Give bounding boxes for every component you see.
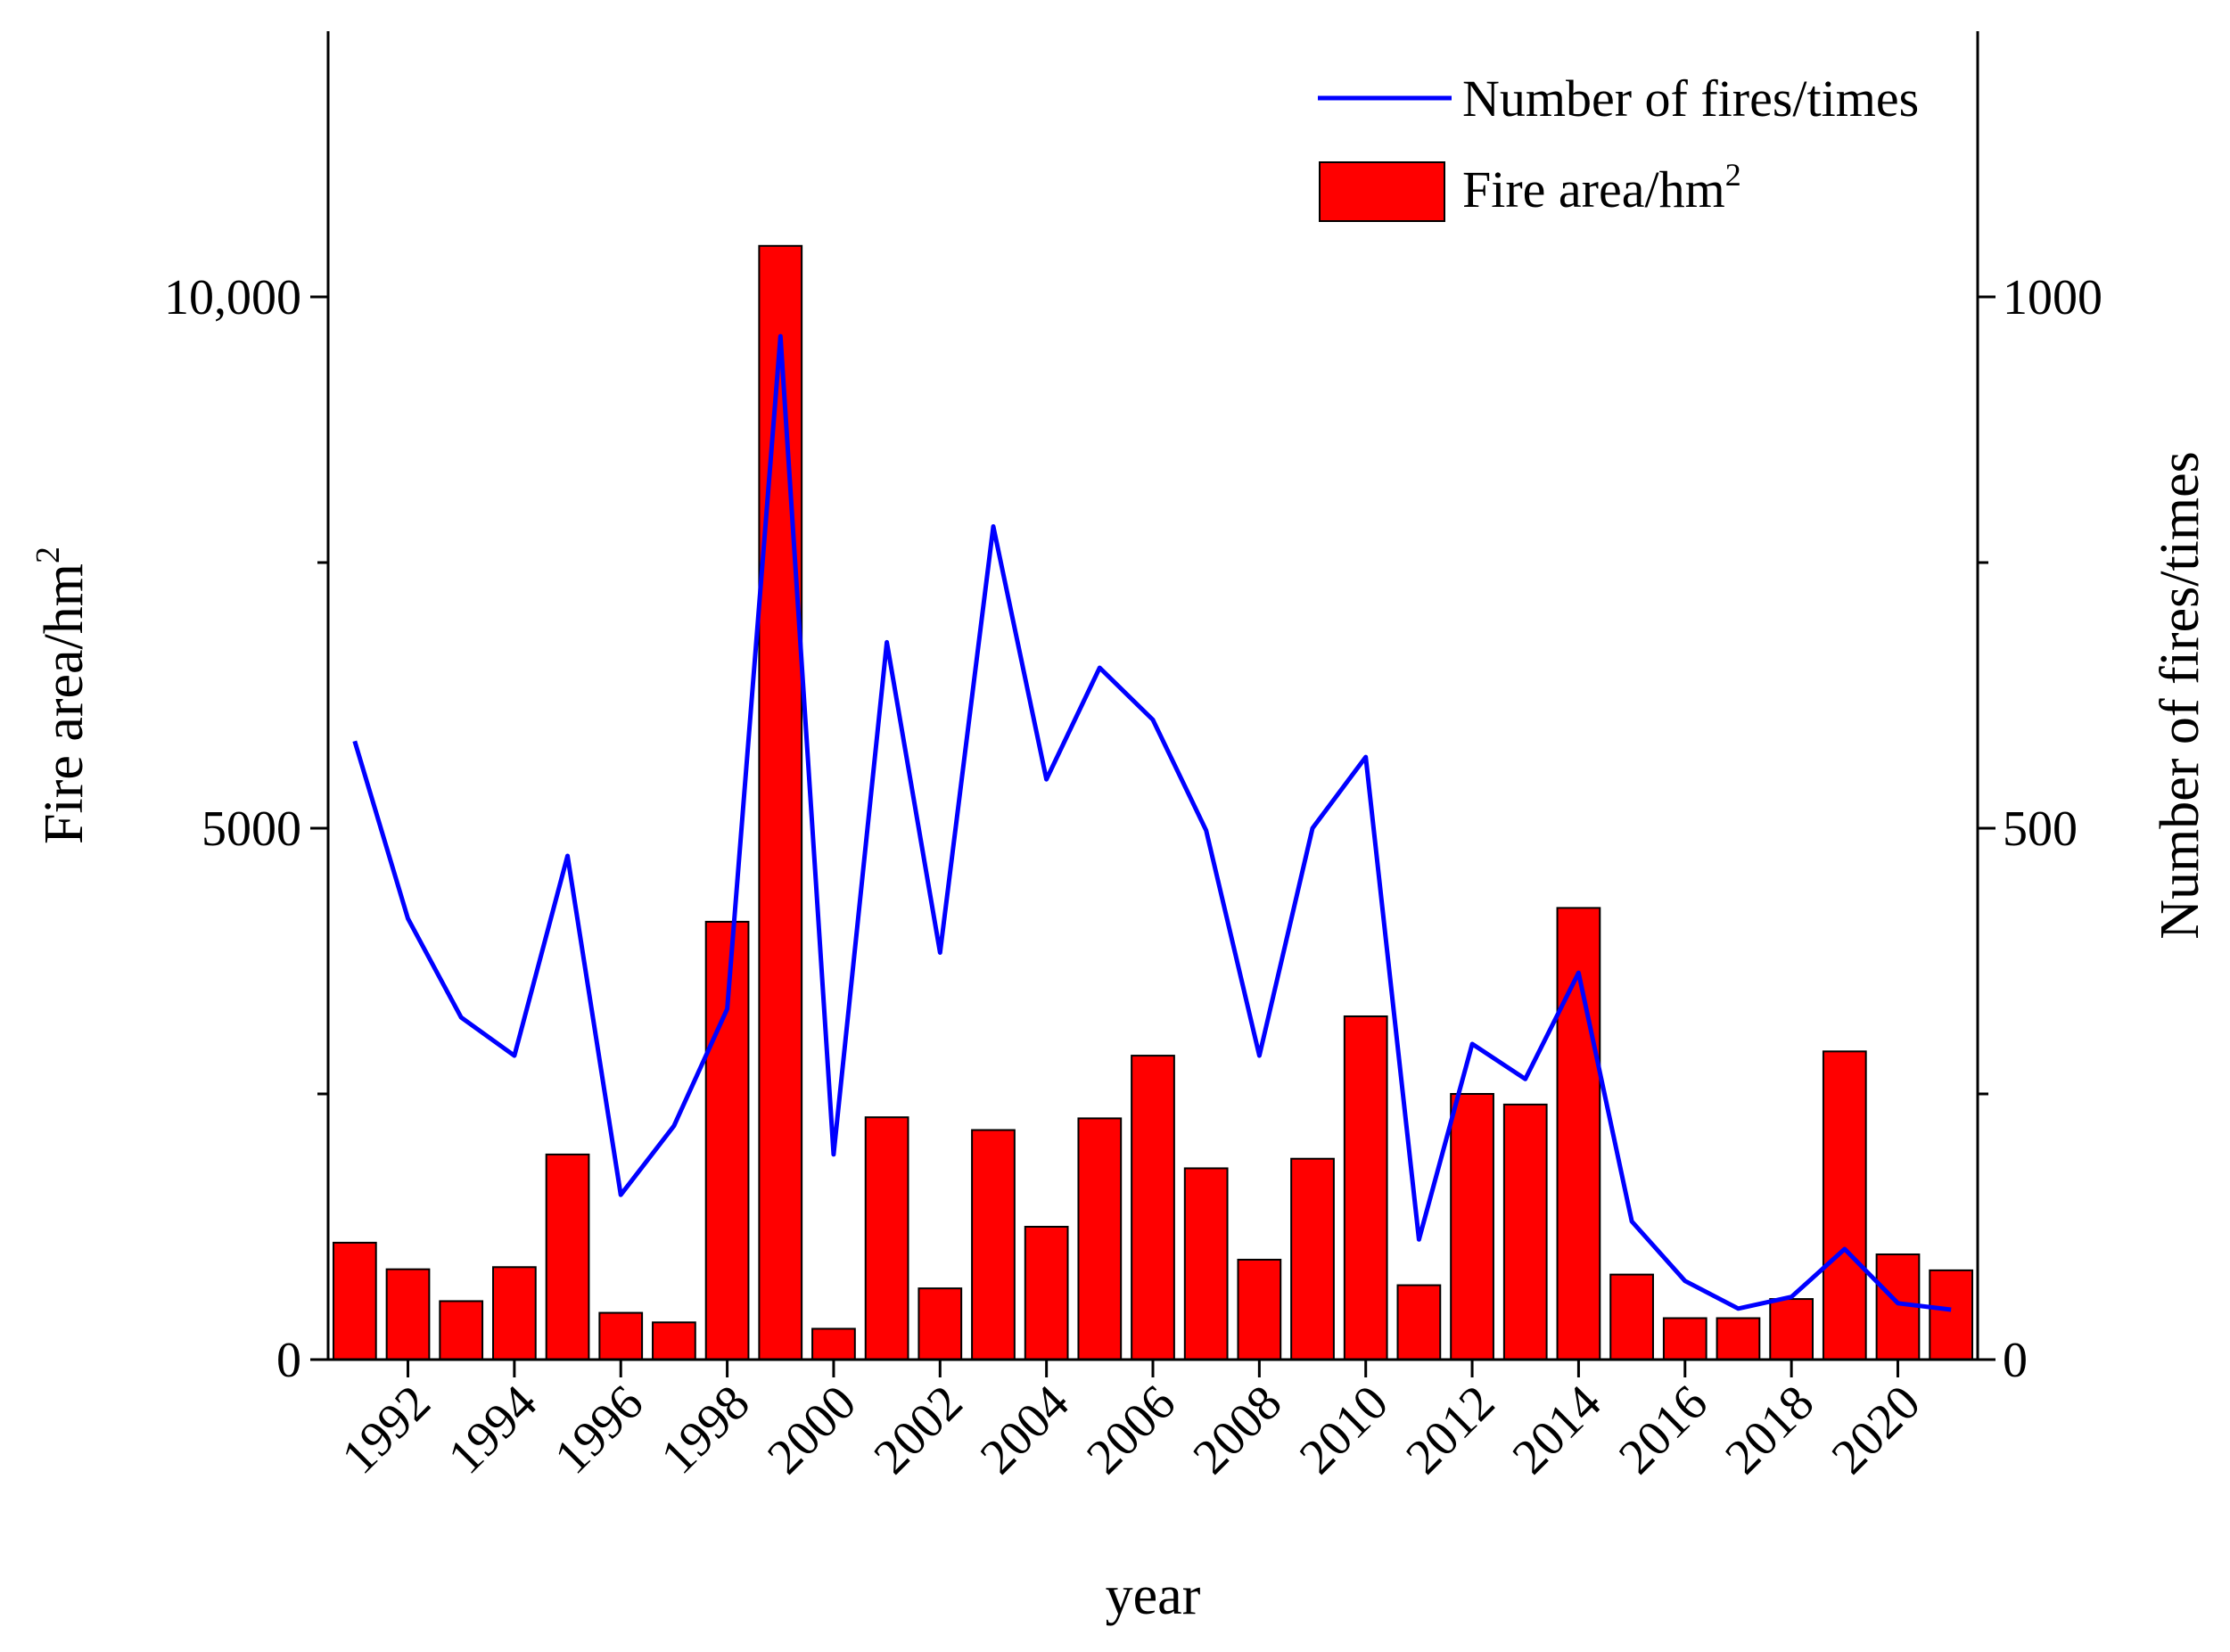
left-tick-label: 10,000 bbox=[164, 270, 301, 325]
bar-1996 bbox=[598, 1311, 644, 1361]
bar-2018 bbox=[1769, 1298, 1814, 1361]
bar-2002 bbox=[918, 1287, 963, 1360]
bar-2009 bbox=[1290, 1157, 1335, 1361]
bar-1993 bbox=[439, 1300, 484, 1360]
x-tick-label: 2018 bbox=[1715, 1375, 1824, 1484]
fires-count-line bbox=[352, 333, 1952, 1312]
left-axis-title-superscript: 2 bbox=[29, 547, 67, 563]
bar-2017 bbox=[1716, 1317, 1761, 1360]
fire-area-bars bbox=[332, 244, 1974, 1361]
x-tick-label: 2008 bbox=[1183, 1375, 1293, 1484]
x-tick-label: 1992 bbox=[332, 1375, 441, 1484]
bar-1991 bbox=[332, 1241, 377, 1360]
x-tick-label: 2004 bbox=[970, 1375, 1080, 1484]
x-tick-label: 2014 bbox=[1502, 1375, 1612, 1484]
left-tick-label: 0 bbox=[276, 1333, 301, 1388]
legend-bar-label-superscript: 2 bbox=[1725, 157, 1741, 193]
axes: 0500010,00005001000199219941996199820002… bbox=[29, 31, 2210, 1626]
legend-line-label: Number of fires/times bbox=[1462, 70, 1919, 127]
right-tick-label: 500 bbox=[2003, 801, 2078, 857]
x-tick-label: 2000 bbox=[757, 1375, 867, 1484]
x-tick-label: 2012 bbox=[1395, 1375, 1505, 1484]
bar-2015 bbox=[1609, 1273, 1654, 1361]
bar-2001 bbox=[864, 1116, 909, 1360]
bar-1997 bbox=[652, 1321, 696, 1361]
right-tick-label: 0 bbox=[2003, 1333, 2028, 1388]
bar-2000 bbox=[811, 1327, 856, 1361]
bar-1999 bbox=[758, 244, 803, 1360]
legend-bar-swatch bbox=[1319, 161, 1445, 222]
right-tick-label: 1000 bbox=[2003, 270, 2102, 325]
x-tick-label: 2020 bbox=[1822, 1375, 1931, 1484]
left-axis-title-text: Fire area/hm bbox=[34, 563, 95, 844]
bar-2007 bbox=[1183, 1167, 1229, 1360]
bar-2008 bbox=[1237, 1258, 1282, 1361]
bar-1992 bbox=[385, 1268, 431, 1361]
bar-2004 bbox=[1024, 1226, 1069, 1360]
legend: Number of fires/times Fire area/hm2 bbox=[1318, 70, 1919, 222]
x-tick-label: 2016 bbox=[1609, 1375, 1718, 1484]
x-axis-title: year bbox=[1106, 1566, 1201, 1626]
bar-1994 bbox=[492, 1266, 537, 1361]
bar-2006 bbox=[1131, 1055, 1175, 1360]
bar-2011 bbox=[1396, 1284, 1442, 1361]
bar-2012 bbox=[1450, 1093, 1494, 1360]
bar-2021 bbox=[1929, 1269, 1974, 1360]
legend-bar-label: Fire area/hm2 bbox=[1462, 157, 1741, 218]
bar-2016 bbox=[1662, 1317, 1707, 1360]
bar-2019 bbox=[1822, 1050, 1867, 1360]
x-tick-label: 2006 bbox=[1076, 1375, 1186, 1484]
legend-bar-label-text: Fire area/hm bbox=[1462, 160, 1725, 218]
bar-2005 bbox=[1077, 1117, 1123, 1361]
x-tick-label: 1994 bbox=[438, 1375, 547, 1484]
bar-1995 bbox=[545, 1153, 590, 1360]
x-tick-label: 2010 bbox=[1289, 1375, 1399, 1484]
left-axis-title: Fire area/hm2 bbox=[29, 547, 95, 844]
x-tick-label: 1998 bbox=[651, 1375, 761, 1484]
bar-2003 bbox=[971, 1129, 1016, 1360]
bar-2013 bbox=[1502, 1103, 1548, 1361]
left-tick-label: 5000 bbox=[202, 801, 301, 857]
right-axis-title: Number of fires/times bbox=[2150, 451, 2210, 940]
x-tick-label: 1996 bbox=[544, 1375, 654, 1484]
bar-2010 bbox=[1343, 1015, 1388, 1360]
x-tick-label: 2002 bbox=[863, 1375, 973, 1484]
